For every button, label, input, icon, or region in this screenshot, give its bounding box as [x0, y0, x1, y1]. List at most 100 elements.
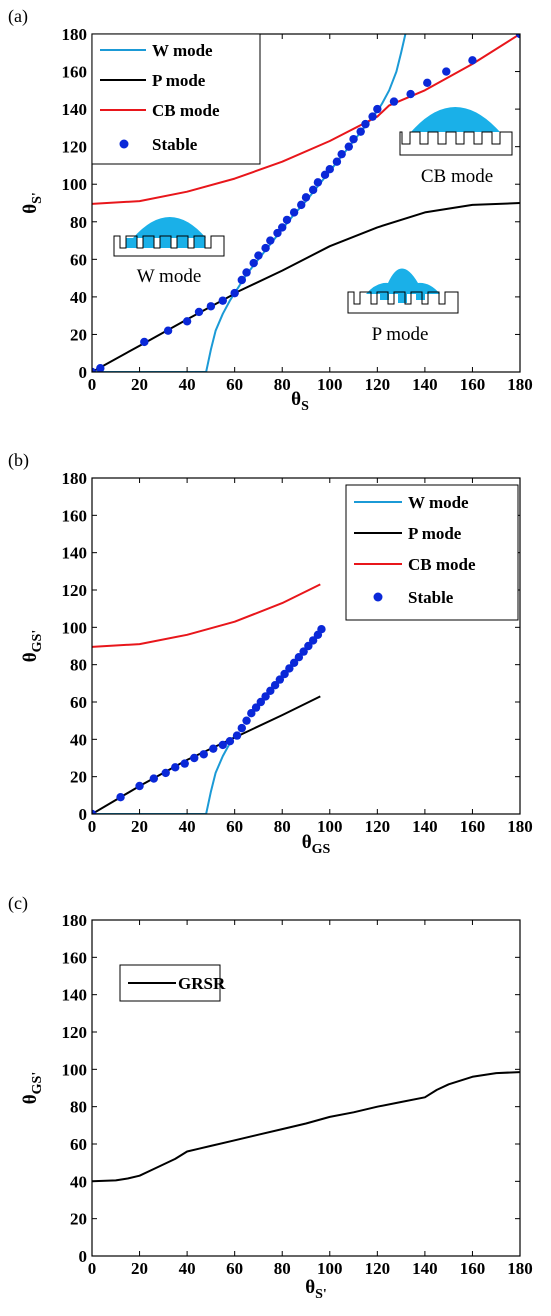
- panel-a-stable-point: [261, 243, 270, 253]
- panel-b-stable-point: [171, 763, 180, 772]
- legend-label-w-mode: W mode: [152, 41, 213, 60]
- legend-b-label-cb-mode: CB mode: [408, 555, 476, 574]
- y-tick-label: 180: [62, 469, 88, 488]
- panel-a-stable-point: [361, 119, 370, 129]
- legend-b-marker-stable: [373, 592, 383, 602]
- panel-c: (c) 0 20 40 60 80 100 120 140 160 180 0 20 40 60 80 100…: [8, 893, 533, 1302]
- y-tick-label: 60: [70, 250, 87, 269]
- panel-b-series: [92, 583, 326, 814]
- y-tick-label: 180: [62, 25, 88, 44]
- y-tick-label: 40: [70, 730, 87, 749]
- x-tick-label: 0: [88, 375, 97, 394]
- panel-a-stable-point: [273, 228, 282, 238]
- panel-a-xlabel: θS: [291, 389, 309, 414]
- w-mode-droplet: [133, 217, 206, 238]
- panel-a-stable-point: [266, 236, 275, 245]
- panel-c-xlabel: θS': [305, 1277, 327, 1302]
- y-tick-label: 120: [62, 581, 88, 600]
- panel-b-label: (b): [8, 450, 29, 471]
- panel-b-stable-point: [149, 774, 159, 783]
- y-tick-label: 160: [62, 63, 88, 82]
- y-tick-label: 160: [62, 948, 88, 967]
- panel-a-stable-point: [320, 170, 330, 180]
- y-tick-label: 140: [62, 544, 88, 563]
- panel-b-stable-point: [289, 658, 299, 667]
- panel-b-stable-point: [299, 647, 308, 656]
- y-tick-label: 60: [70, 693, 87, 712]
- y-tick-label: 0: [79, 363, 88, 382]
- x-tick-label: 80: [274, 375, 291, 394]
- panel-c-grsr-line: [92, 1071, 520, 1183]
- x-tick-label: 80: [274, 817, 291, 836]
- x-tick-label: 140: [412, 375, 438, 394]
- panel-b-stable-point: [275, 675, 285, 684]
- panel-a-legend: W mode P mode CB mode Stable: [91, 33, 261, 165]
- legend-label-stable: Stable: [152, 135, 198, 154]
- panel-a-stable-point: [515, 34, 520, 39]
- x-tick-label: 160: [460, 375, 486, 394]
- panel-a-stable-point: [406, 89, 415, 99]
- legend-marker-stable: [119, 139, 129, 149]
- panel-a-stable-point: [282, 215, 292, 225]
- panel-b-stable-point: [266, 686, 275, 695]
- panel-c-axes-frame: [91, 919, 521, 1257]
- panel-a-stable-point: [249, 258, 258, 268]
- y-tick-label: 20: [70, 1210, 87, 1229]
- panel-a-stable-point: [242, 268, 251, 277]
- legend-label-p-mode: P mode: [152, 71, 206, 90]
- panel-b-stable-point: [199, 750, 208, 759]
- y-tick-label: 180: [62, 911, 88, 930]
- y-tick-label: 140: [62, 986, 88, 1005]
- panel-b-cb-mode-line: [92, 583, 321, 648]
- panel-c-ticks: 0 20 40 60 80 100 120 140 160 180 0 20 40 60 80 100 120 1…: [62, 911, 533, 1278]
- panel-a-label: (a): [8, 6, 28, 27]
- panel-c-ylabel: θGS': [20, 1072, 45, 1105]
- panel-a-stable-point: [237, 275, 246, 285]
- panel-b-stable-point: [317, 625, 326, 634]
- x-tick-label: 180: [507, 375, 533, 394]
- x-tick-label: 0: [88, 817, 97, 836]
- y-tick-label: 100: [62, 175, 88, 194]
- y-tick-label: 140: [62, 100, 88, 119]
- panel-b-stable-point: [180, 759, 189, 768]
- panel-b-ylabel: θGS': [20, 630, 45, 663]
- y-tick-label: 40: [70, 1172, 87, 1191]
- x-tick-label: 100: [317, 1259, 343, 1278]
- panel-b-stable-point: [247, 709, 256, 718]
- panel-a-stable-point: [423, 78, 432, 88]
- x-tick-label: 120: [365, 375, 391, 394]
- panel-a-stable-point: [337, 149, 346, 159]
- panel-a-ticks: 0 20 40 60 80 100 120 140 160 180 0 20 40 60 80 100 120 1…: [62, 25, 533, 394]
- x-tick-label: 40: [179, 375, 196, 394]
- panel-b-stable-point: [256, 697, 266, 707]
- legend-label-cb-mode: CB mode: [152, 101, 220, 120]
- panel-b-stable-point: [218, 740, 227, 750]
- panel-c-series: [92, 1071, 520, 1183]
- x-tick-label: 60: [226, 817, 243, 836]
- x-tick-label: 180: [507, 1259, 533, 1278]
- panel-b-axes-frame: [91, 477, 521, 815]
- panel-a-stable-point: [332, 157, 342, 166]
- panel-a-stable-point: [344, 142, 353, 151]
- inset-w-mode: W mode: [113, 217, 225, 287]
- panel-b-stable-point: [285, 664, 294, 673]
- panel-a-stable-point: [140, 337, 149, 347]
- panel-b-ticks: 0 20 40 60 80 100 120 140 160 180 0 20 40 60 80 100 120 1…: [62, 469, 533, 836]
- x-tick-label: 60: [226, 1259, 243, 1278]
- panel-b-stable-point: [308, 636, 318, 645]
- panel-a-stable-point: [278, 223, 287, 232]
- panel-a-stable-point: [218, 296, 227, 305]
- panel-b-stable-point: [209, 744, 218, 753]
- inset-cb-mode-label: CB mode: [421, 166, 493, 187]
- panel-a-stable-point: [308, 185, 318, 195]
- x-tick-label: 40: [179, 1259, 196, 1278]
- panel-b-w-mode-line: [92, 735, 236, 814]
- p-mode-substrate: [347, 291, 459, 314]
- panel-a-stable-point: [368, 112, 377, 121]
- inset-p-mode-label: P mode: [372, 324, 429, 345]
- x-tick-label: 140: [412, 1259, 438, 1278]
- inset-cb-mode: CB mode: [399, 107, 513, 187]
- panel-a-stable-point: [92, 367, 97, 372]
- x-tick-label: 20: [131, 375, 148, 394]
